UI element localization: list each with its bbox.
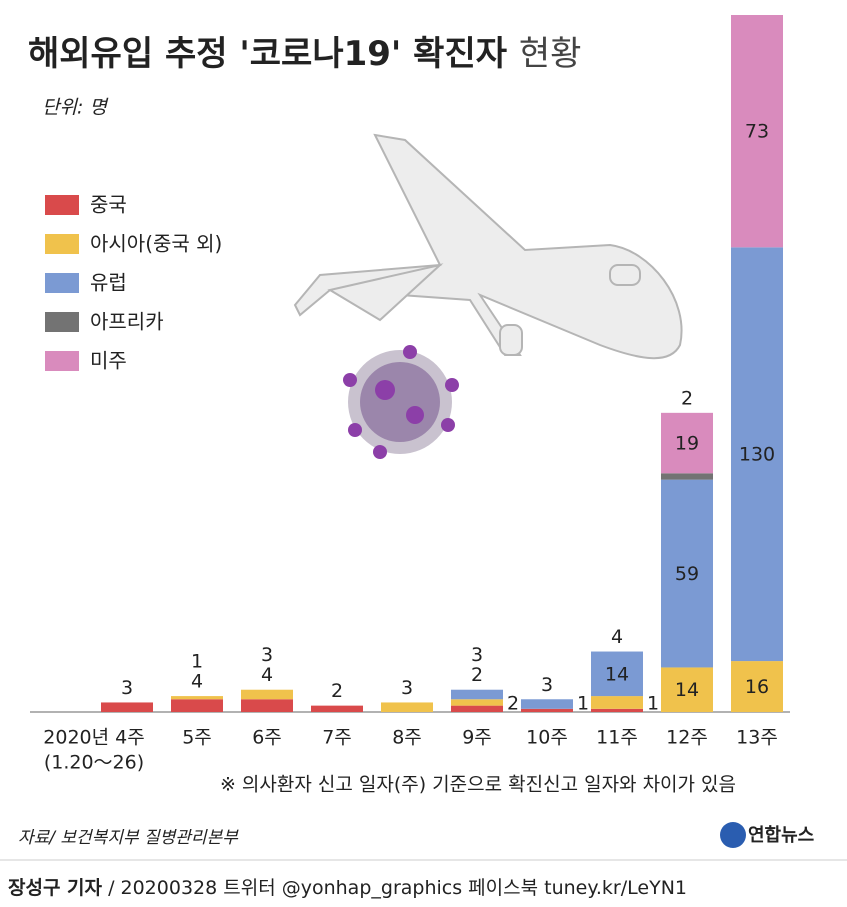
value-label: 1	[191, 651, 203, 673]
bar-segment	[661, 667, 713, 712]
bar-segment	[451, 699, 503, 706]
legend-swatch	[45, 312, 79, 332]
x-tick-label: 13주	[736, 727, 778, 749]
title: 해외유입 추정 '코로나19' 확진자	[28, 34, 507, 74]
bar-segment	[661, 473, 713, 480]
bar-segment	[451, 689, 503, 700]
value-label: 19	[675, 433, 699, 455]
bar-segment	[661, 412, 713, 474]
bar-segment	[101, 702, 153, 712]
value-label: 2	[507, 693, 519, 715]
bar-segment	[521, 708, 573, 712]
value-label: 3	[121, 677, 133, 699]
value-label: 4	[191, 671, 203, 693]
bar-segment	[451, 705, 503, 712]
x-tick-label: 11주	[596, 727, 638, 749]
value-label: 3	[401, 677, 413, 699]
bar-segment	[661, 479, 713, 668]
logo-mark	[720, 822, 746, 848]
x-tick-label: 9주	[462, 727, 492, 749]
legend-label: 미주	[90, 349, 127, 373]
bar-segment	[311, 705, 363, 712]
value-label: 73	[745, 121, 769, 143]
bar-segment	[591, 651, 643, 697]
x-tick-label: 12주	[666, 727, 708, 749]
value-label: 16	[745, 676, 769, 698]
source: 자료/ 보건복지부 질병관리본부	[18, 828, 239, 848]
value-label: 4	[611, 626, 623, 648]
legend-label: 유럽	[90, 271, 127, 295]
legend-swatch	[45, 351, 79, 371]
category-note: (1.20～26)	[44, 752, 144, 774]
chart-title: 해외유입 추정 '코로나19' 확진자 현황	[28, 34, 581, 74]
value-label: 3	[261, 644, 273, 666]
value-label: 2	[471, 664, 483, 686]
unit: 단위: 명	[42, 97, 109, 119]
x-tick-label: 7주	[322, 727, 352, 749]
value-label: 14	[675, 679, 699, 701]
x-tick-label: 8주	[392, 727, 422, 749]
legend-label: 중국	[90, 193, 127, 217]
legend-swatch	[45, 273, 79, 293]
x-tick-label: 10주	[526, 727, 568, 749]
x-tick-label: 5주	[182, 727, 212, 749]
value-label: 130	[739, 444, 775, 466]
bar-segment	[171, 699, 223, 712]
title-suffix: 현황	[519, 34, 582, 74]
value-label: 1	[577, 693, 589, 715]
x-tick-label: 6주	[252, 727, 282, 749]
airplane	[293, 133, 683, 360]
virus-illustration	[343, 345, 459, 459]
legend-swatch	[45, 195, 79, 215]
bar-segment	[241, 699, 293, 712]
x-tick-label: 2020년 4주	[43, 727, 144, 749]
value-label: 59	[675, 563, 699, 585]
value-label: 2	[681, 387, 693, 409]
bar-segment	[731, 15, 783, 248]
legend-swatch	[45, 234, 79, 254]
reporter: 장성구 기자	[8, 877, 103, 899]
value-label: 14	[605, 663, 629, 685]
legend-label: 아시아(중국 외)	[90, 232, 222, 256]
bar-segment	[591, 708, 643, 712]
bar-segment	[731, 247, 783, 662]
legend-label: 아프리카	[90, 310, 164, 334]
bar-segment	[241, 689, 293, 700]
value-label: 2	[331, 680, 343, 702]
footer-info: / 20200328 트위터 @yonhap_graphics 페이스북 tun…	[108, 877, 687, 899]
bar-segment	[171, 696, 223, 700]
bar-segment	[591, 696, 643, 709]
value-label: 4	[261, 664, 273, 686]
footer: 장성구 기자 / 20200328 트위터 @yonhap_graphics 페…	[8, 877, 687, 899]
logo: 연합뉴스	[748, 824, 814, 846]
bar-segment	[381, 702, 433, 712]
value-label: 3	[541, 674, 553, 696]
bar-segment	[521, 699, 573, 709]
note: ※ 의사환자 신고 일자(주) 기준으로 확진신고 일자와 차이가 있음	[220, 774, 736, 796]
bar-segment	[731, 661, 783, 712]
value-label: 3	[471, 644, 483, 666]
value-label: 1	[647, 693, 659, 715]
